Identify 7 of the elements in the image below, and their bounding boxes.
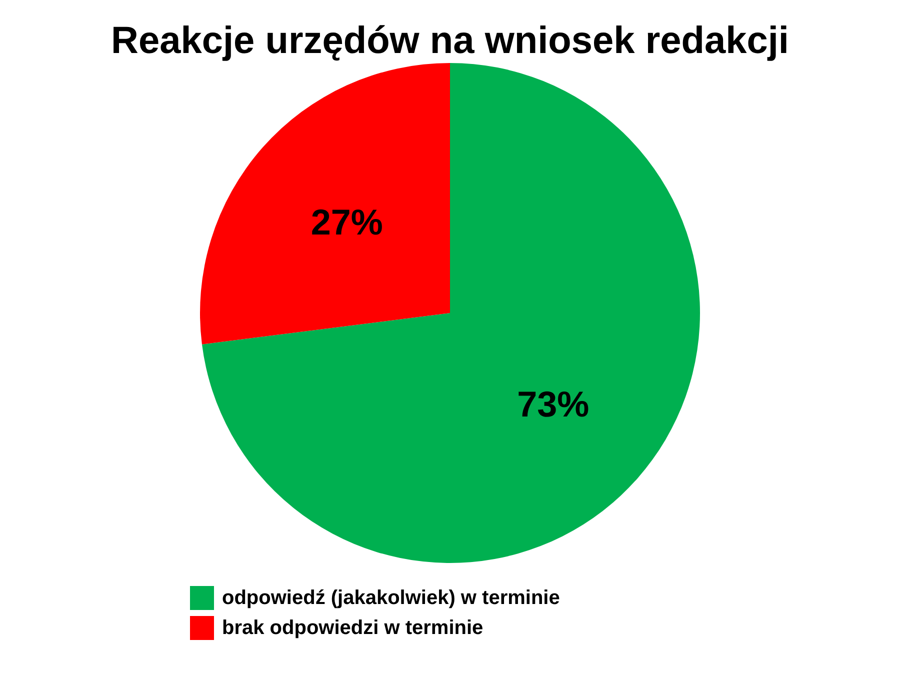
data-label: 27% [310, 202, 383, 243]
pie-slice [200, 63, 450, 344]
pie-slice [202, 63, 700, 563]
legend-label: brak odpowiedzi w terminie [222, 616, 484, 640]
data-label: 73% [517, 383, 590, 424]
chart-title: Reakcje urzędów na wniosek redakcji [110, 19, 790, 64]
legend-label: odpowiedź (jakakolwiek) w terminie [222, 586, 560, 610]
